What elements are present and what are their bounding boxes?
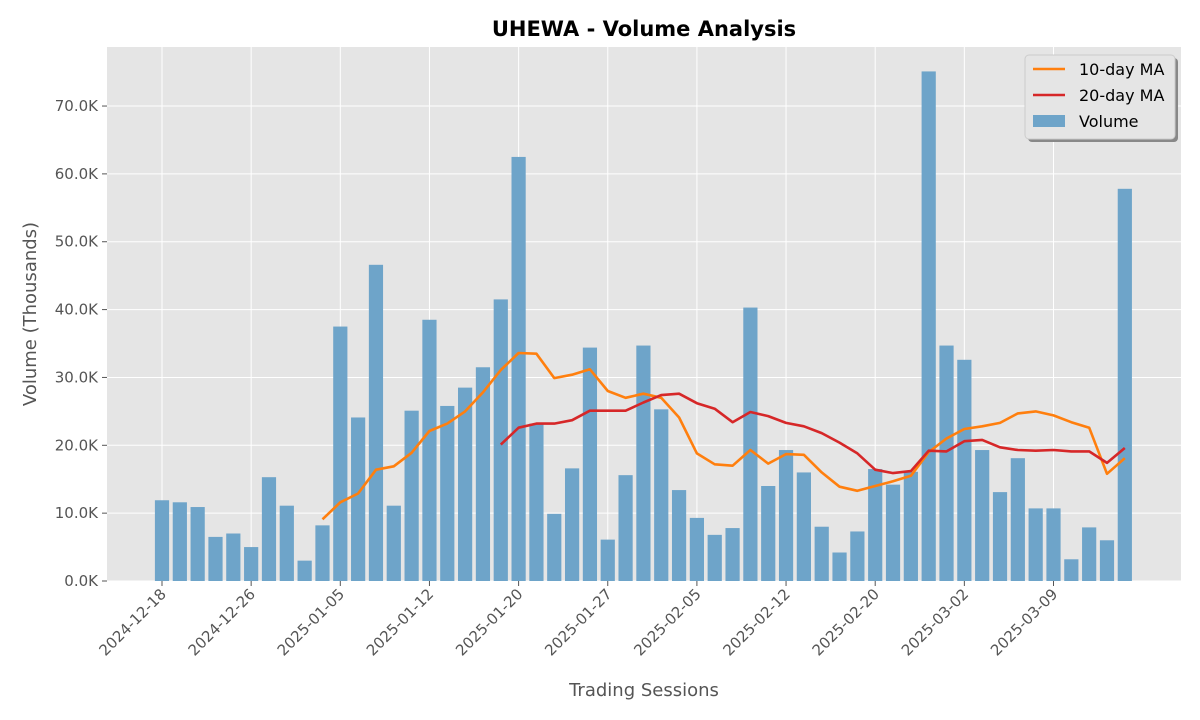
chart-title: UHEWA - Volume Analysis [492, 17, 796, 41]
y-tick-label: 0.0K [64, 572, 99, 590]
volume-bar [671, 490, 687, 581]
x-tick-label: 2025-02-20 [809, 585, 883, 659]
volume-bar [190, 507, 205, 581]
legend-swatch [1033, 115, 1065, 127]
volume-bar [832, 552, 847, 581]
y-tick-label: 30.0K [55, 368, 99, 386]
volume-bar [351, 417, 366, 581]
volume-bar [1064, 559, 1079, 581]
volume-bar [743, 307, 758, 581]
x-tick-label: 2024-12-18 [95, 585, 169, 659]
y-tick-label: 10.0K [55, 504, 99, 522]
volume-bar [226, 533, 241, 581]
volume-bar [511, 156, 526, 582]
volume-bar [208, 536, 223, 581]
legend-label: Volume [1079, 112, 1139, 131]
x-tick-label: 2025-03-02 [898, 585, 972, 659]
volume-bar [315, 525, 330, 581]
volume-bar [725, 528, 740, 581]
legend: 10-day MA 20-day MA Volume [1024, 54, 1178, 142]
volume-bar [992, 492, 1008, 581]
x-axis-label: Trading Sessions [568, 680, 719, 701]
volume-bar [1028, 508, 1043, 581]
volume-bar [957, 359, 972, 581]
volume-bar [654, 409, 669, 581]
volume-bar [422, 319, 437, 581]
volume-bar [868, 469, 883, 581]
volume-bar [244, 547, 259, 581]
volume-bar [279, 505, 294, 581]
y-axis-ticks: 0.0K 10.0K 20.0K 30.0K 40.0K 50.0K 60.0K 70.0K [55, 97, 107, 590]
moving-average-lines [321, 351, 1126, 521]
volume-bar [529, 423, 544, 581]
volume-bar [297, 560, 312, 581]
volume-bar [885, 484, 901, 581]
volume-bar [172, 502, 187, 581]
volume-bar [458, 387, 473, 581]
volume-bar [850, 531, 865, 581]
x-tick-label: 2025-01-05 [274, 585, 348, 659]
x-tick-label: 2024-12-26 [185, 585, 259, 659]
legend-label: 10-day MA [1079, 60, 1164, 79]
volume-bar [796, 472, 811, 581]
volume-bar [814, 526, 829, 581]
volume-bar [761, 486, 776, 581]
x-tick-label: 2025-01-20 [452, 585, 526, 659]
volume-bar [707, 534, 722, 581]
volume-bar [778, 450, 794, 581]
volume-bar [1046, 508, 1061, 581]
volume-bar [261, 477, 277, 581]
y-tick-label: 70.0K [55, 97, 99, 115]
volume-bar [564, 468, 580, 581]
volume-bar [689, 517, 704, 581]
x-tick-label: 2025-01-27 [541, 585, 615, 659]
volume-bar [404, 410, 419, 581]
y-tick-label: 50.0K [55, 233, 99, 251]
volume-bar [600, 539, 615, 581]
volume-bar [368, 264, 384, 581]
volume-bar [636, 345, 651, 581]
volume-bar [975, 450, 990, 581]
volume-bar [582, 347, 598, 581]
volume-bar [333, 326, 348, 581]
volume-bar [939, 345, 954, 581]
volume-bar [475, 367, 491, 581]
x-tick-label: 2025-01-12 [363, 585, 437, 659]
volume-bar [1099, 540, 1115, 581]
y-tick-label: 20.0K [55, 436, 99, 454]
volume-bar [386, 505, 401, 581]
volume-bar [903, 471, 918, 581]
volume-bar [547, 513, 562, 581]
volume-bar [1117, 188, 1132, 581]
ma-line-20-day-ma [499, 392, 1126, 475]
ma-line-10-day-ma [321, 351, 1126, 521]
volume-bar [440, 405, 455, 581]
y-tick-label: 40.0K [55, 301, 99, 319]
volume-bar [618, 475, 633, 581]
legend-label: 20-day MA [1079, 86, 1164, 105]
x-tick-label: 2025-03-09 [987, 585, 1061, 659]
volume-bar [1082, 527, 1097, 581]
volume-bar [493, 299, 508, 581]
volume-bar [1010, 458, 1025, 581]
volume-bar [154, 500, 170, 581]
x-tick-label: 2025-02-05 [630, 585, 704, 659]
x-axis-ticks: 2024-12-18 2024-12-26 2025-01-05 2025-01-12… [95, 581, 1061, 659]
volume-bar [921, 71, 936, 581]
x-tick-label: 2025-02-12 [719, 585, 793, 659]
y-axis-label: Volume (Thousands) [20, 222, 41, 406]
y-tick-label: 60.0K [55, 165, 99, 183]
